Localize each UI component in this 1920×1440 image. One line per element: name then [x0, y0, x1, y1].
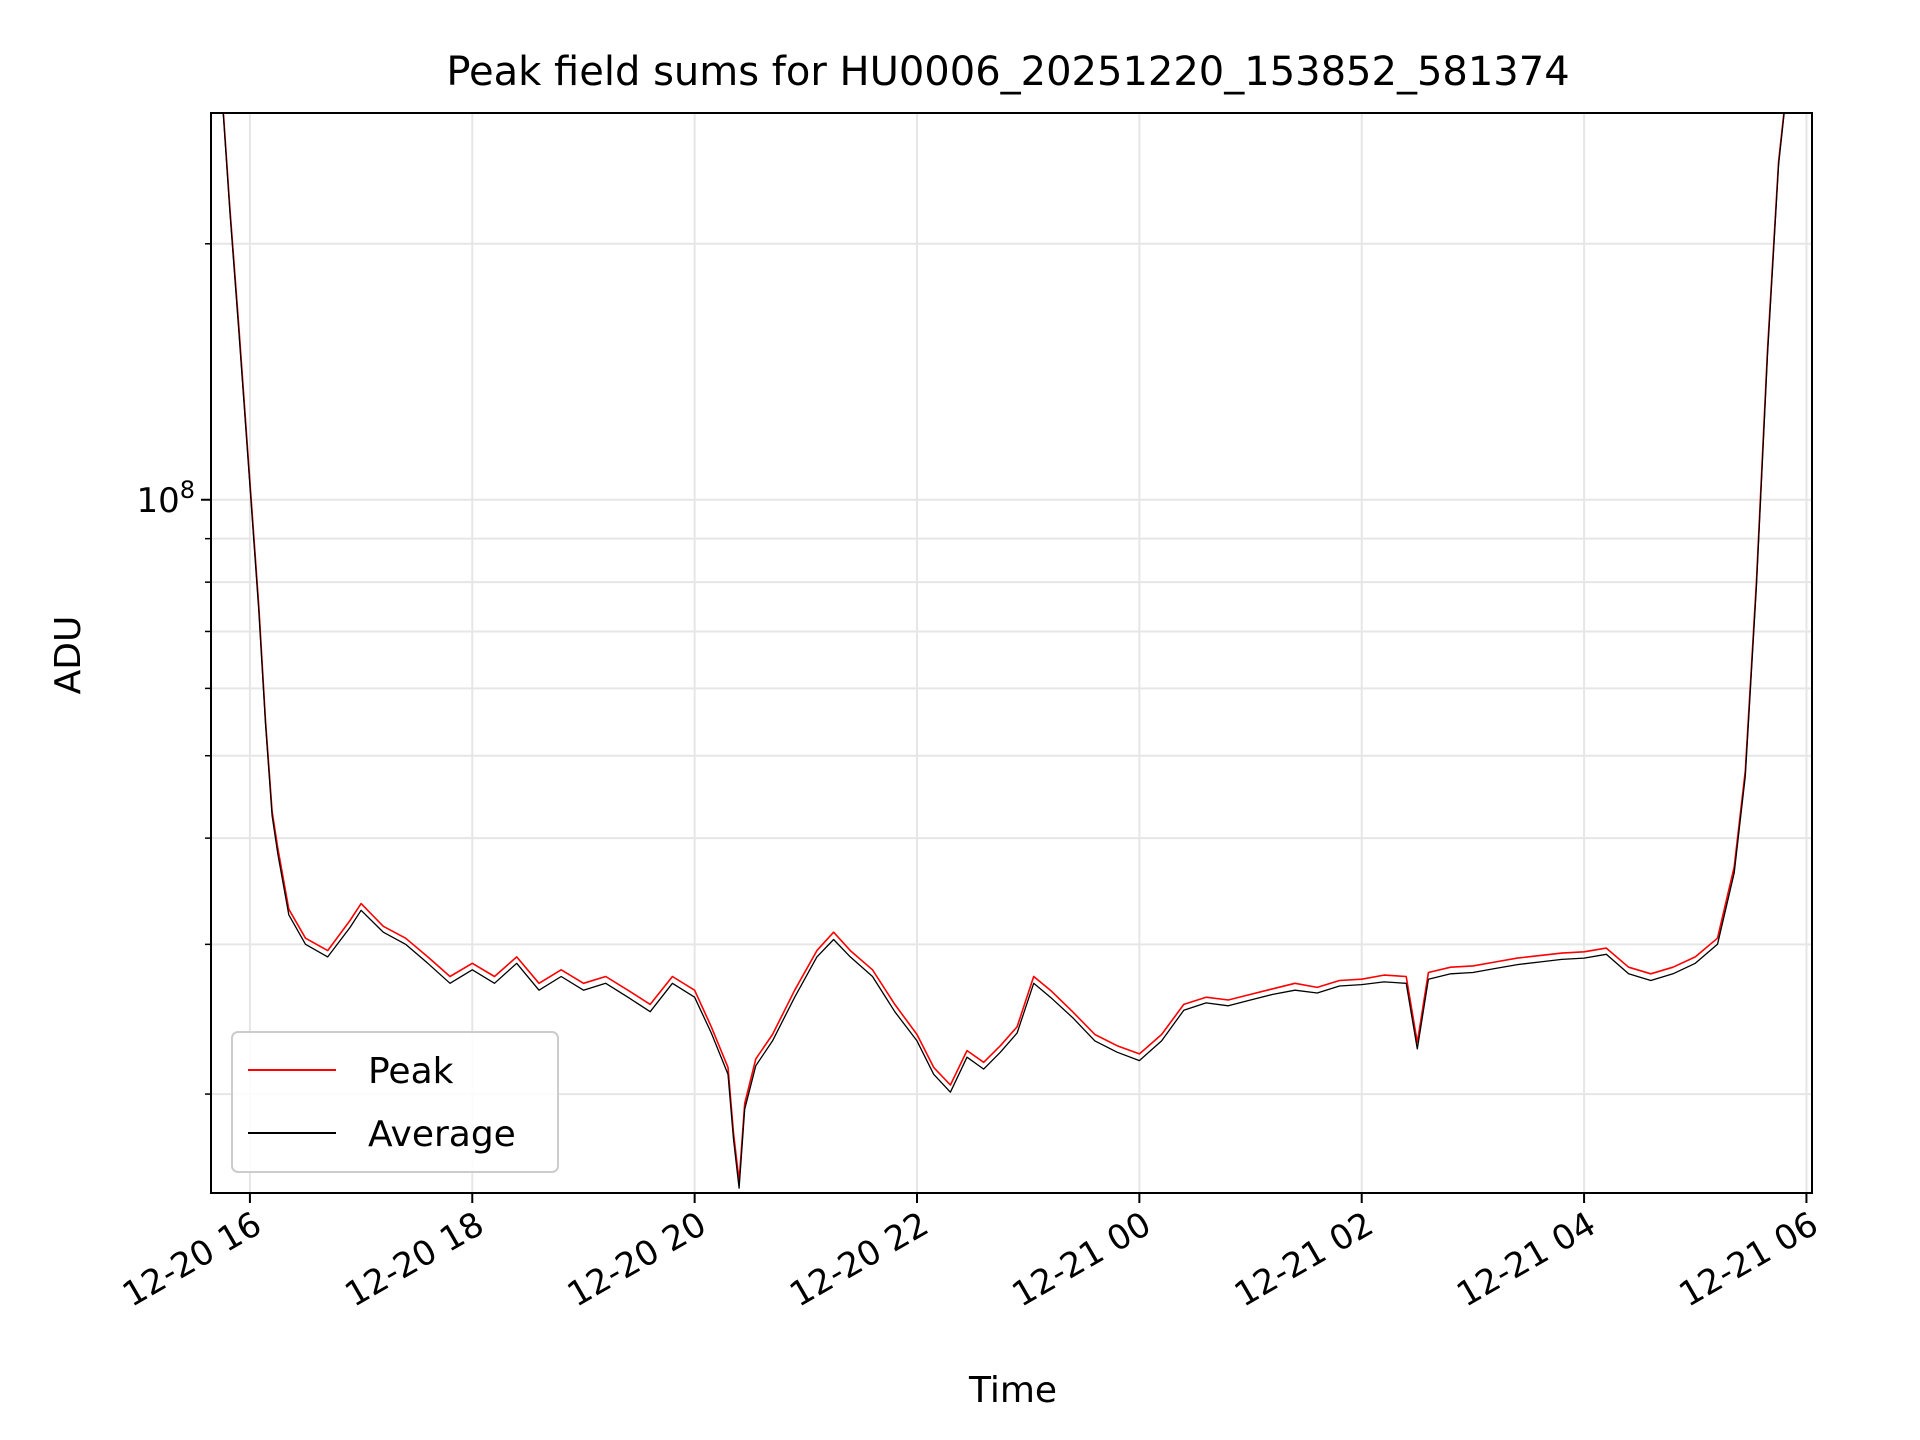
legend: Peak Average [231, 1031, 559, 1173]
legend-label-average: Average [368, 1114, 516, 1155]
grid [211, 113, 1812, 1193]
series-layer [222, 113, 1785, 1189]
series-line-peak [222, 113, 1785, 1182]
chart-title: Peak field sums for HU0006_20251220_1538… [446, 49, 1569, 95]
legend-label-peak: Peak [368, 1051, 454, 1092]
legend-box [231, 1031, 559, 1173]
series-line-average [222, 113, 1785, 1189]
x-axis-label: Time [968, 1370, 1057, 1411]
y-tick-label: 108 [136, 476, 195, 521]
plot-frame [210, 112, 1813, 1194]
y-axis-label: ADU [48, 616, 89, 695]
